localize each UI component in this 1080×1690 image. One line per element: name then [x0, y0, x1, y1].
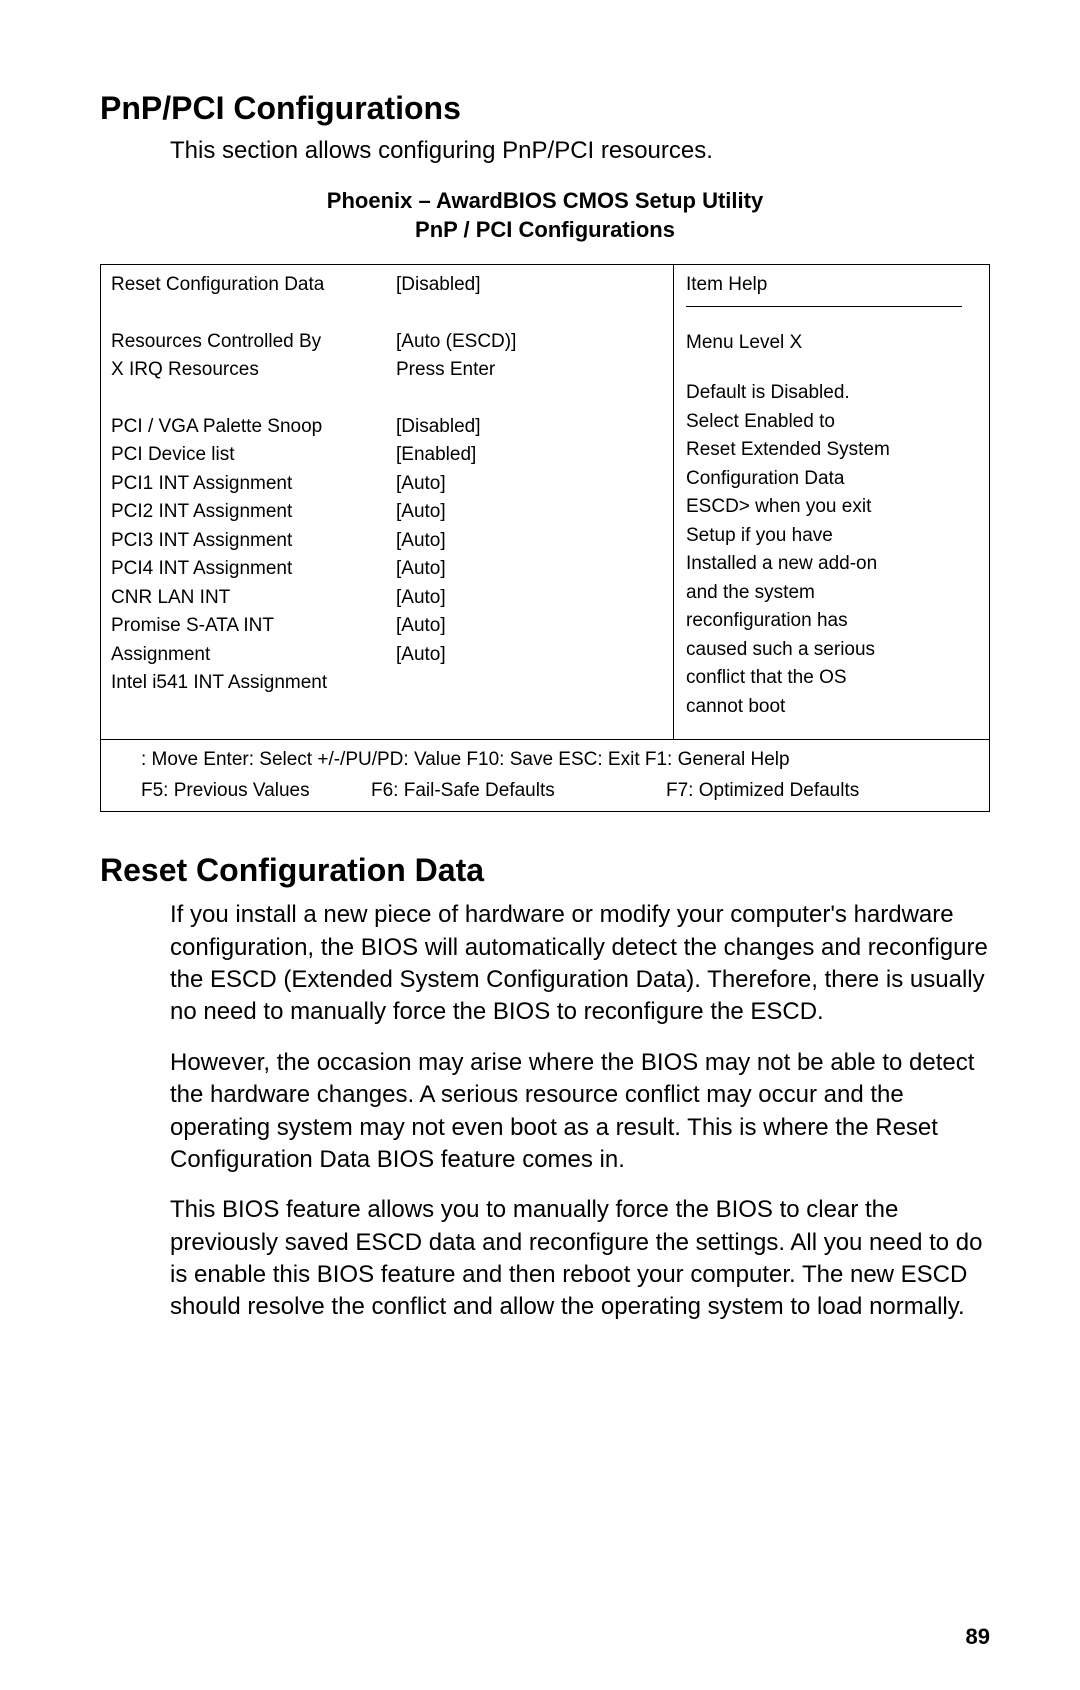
footer-f5: F5: Previous Values: [141, 777, 371, 806]
bios-value: [Auto]: [396, 612, 673, 641]
help-text-line: Setup if you have: [686, 522, 977, 551]
help-text-line: Default is Disabled.: [686, 379, 977, 408]
page-number: 89: [966, 1624, 990, 1650]
bios-footer: : Move Enter: Select +/-/PU/PD: Value F1…: [101, 740, 989, 811]
help-text-line: Configuration Data: [686, 465, 977, 494]
bios-row-resources-controlled: Resources Controlled By [Auto (ESCD)]: [111, 328, 673, 357]
bios-screen-box: Reset Configuration Data [Disabled] Reso…: [100, 264, 990, 812]
bios-value: [Auto]: [396, 555, 673, 584]
item-help-title: Item Help: [686, 271, 977, 300]
bios-value: [Auto]: [396, 470, 673, 499]
bios-header-line2: PnP / PCI Configurations: [100, 216, 990, 245]
body-paragraph-2: However, the occasion may arise where th…: [170, 1047, 990, 1177]
bios-value: [Disabled]: [396, 413, 673, 442]
intro-paragraph: This section allows configuring PnP/PCI …: [170, 137, 990, 165]
bios-row-pci2-int: PCI2 INT Assignment [Auto]: [111, 498, 673, 527]
bios-label: X IRQ Resources: [111, 356, 396, 385]
bios-row-intel-i541: Intel i541 INT Assignment: [111, 669, 673, 698]
bios-row-pci3-int: PCI3 INT Assignment [Auto]: [111, 527, 673, 556]
bios-value: [Auto (ESCD)]: [396, 328, 673, 357]
bios-value: [Auto]: [396, 527, 673, 556]
bios-row-assignment: Assignment [Auto]: [111, 641, 673, 670]
bios-label: Promise S-ATA INT: [111, 612, 396, 641]
bios-value: [Auto]: [396, 641, 673, 670]
bios-row-reset-config: Reset Configuration Data [Disabled]: [111, 271, 673, 300]
bios-label: PCI2 INT Assignment: [111, 498, 396, 527]
bios-settings-column: Reset Configuration Data [Disabled] Reso…: [101, 265, 674, 739]
help-text-line: reconfiguration has: [686, 607, 977, 636]
bios-label: Reset Configuration Data: [111, 271, 396, 300]
footer-f7: F7: Optimized Defaults: [666, 777, 859, 806]
bios-row-cnr-lan-int: CNR LAN INT [Auto]: [111, 584, 673, 613]
menu-level: Menu Level X: [686, 329, 977, 358]
help-text-line: cannot boot: [686, 693, 977, 722]
help-text-line: ESCD> when you exit: [686, 493, 977, 522]
bios-header: Phoenix – AwardBIOS CMOS Setup Utility P…: [100, 187, 990, 244]
bios-row-irq-resources: X IRQ Resources Press Enter: [111, 356, 673, 385]
bios-value: [Auto]: [396, 584, 673, 613]
bios-value: [Auto]: [396, 498, 673, 527]
bios-label: PCI3 INT Assignment: [111, 527, 396, 556]
bios-footer-fkeys: F5: Previous Values F6: Fail-Safe Defaul…: [141, 777, 979, 806]
bios-label: PCI / VGA Palette Snoop: [111, 413, 396, 442]
bios-value: Press Enter: [396, 356, 673, 385]
bios-row-promise-sata: Promise S-ATA INT [Auto]: [111, 612, 673, 641]
bios-header-line1: Phoenix – AwardBIOS CMOS Setup Utility: [100, 187, 990, 216]
bios-footer-keys: : Move Enter: Select +/-/PU/PD: Value F1…: [141, 746, 979, 775]
bios-row-pci1-int: PCI1 INT Assignment [Auto]: [111, 470, 673, 499]
spacer: [111, 300, 673, 328]
bios-row-pci-device-list: PCI Device list [Enabled]: [111, 441, 673, 470]
bios-label: Resources Controlled By: [111, 328, 396, 357]
section-heading-reset-config: Reset Configuration Data: [100, 852, 990, 889]
help-text-line: Select Enabled to: [686, 408, 977, 437]
help-text-line: conflict that the OS: [686, 664, 977, 693]
bios-main-panel: Reset Configuration Data [Disabled] Reso…: [101, 265, 989, 740]
bios-label: CNR LAN INT: [111, 584, 396, 613]
bios-value: [Disabled]: [396, 271, 673, 300]
bios-label: PCI1 INT Assignment: [111, 470, 396, 499]
bios-label: Assignment: [111, 641, 396, 670]
bios-value: [396, 669, 673, 698]
help-text-line: and the system: [686, 579, 977, 608]
bios-label: PCI4 INT Assignment: [111, 555, 396, 584]
page-heading: PnP/PCI Configurations: [100, 90, 990, 127]
bios-row-pci4-int: PCI4 INT Assignment [Auto]: [111, 555, 673, 584]
bios-value: [Enabled]: [396, 441, 673, 470]
bios-row-vga-palette: PCI / VGA Palette Snoop [Disabled]: [111, 413, 673, 442]
bios-help-column: Item Help Menu Level X Default is Disabl…: [674, 265, 989, 739]
help-text-line: Installed a new add-on: [686, 550, 977, 579]
spacer: [111, 385, 673, 413]
help-text-line: caused such a serious: [686, 636, 977, 665]
help-text-line: Reset Extended System: [686, 436, 977, 465]
bios-label: Intel i541 INT Assignment: [111, 669, 396, 698]
footer-f6: F6: Fail-Safe Defaults: [371, 777, 666, 806]
body-paragraph-3: This BIOS feature allows you to manually…: [170, 1194, 990, 1324]
bios-label: PCI Device list: [111, 441, 396, 470]
body-paragraph-1: If you install a new piece of hardware o…: [170, 899, 990, 1029]
help-divider: [686, 306, 962, 307]
